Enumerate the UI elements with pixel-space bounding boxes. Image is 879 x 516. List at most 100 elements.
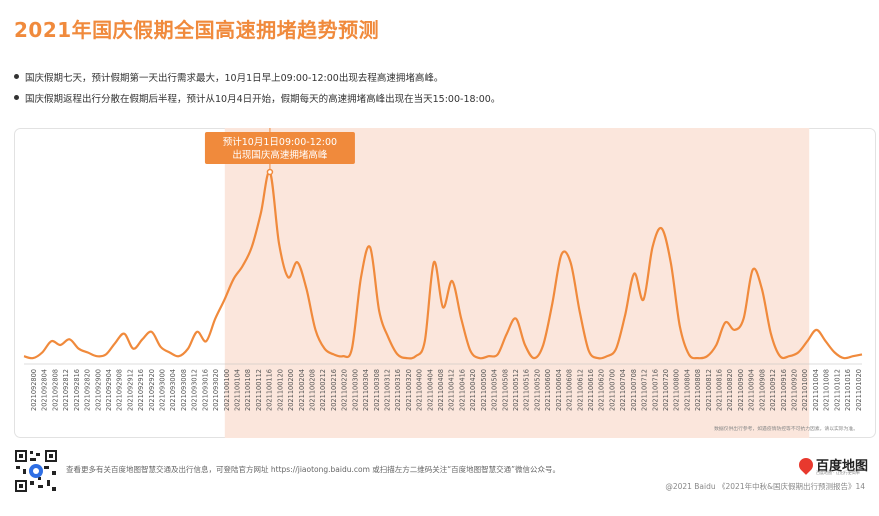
x-tick-label: 2021100304 [362,369,370,411]
brand-name: 百度地图 [816,459,869,474]
x-tick-label: 2021093016 [201,369,209,411]
bullet-item: 国庆假期返程出行分散在假期后半程，预计从10月4日开始，假期每天的高速拥堵高峰出… [14,87,500,108]
x-tick-label: 2021092804 [41,369,49,411]
x-tick-label: 2021100912 [769,369,777,411]
x-tick-label: 2021101020 [855,369,863,411]
x-tick-label: 2021100404 [426,369,434,411]
holiday-highlight-band [224,128,810,438]
x-tick-label: 2021100204 [298,369,306,411]
x-tick-label: 2021093012 [191,369,199,411]
x-tick-label: 2021100520 [533,369,541,411]
x-tick-label: 2021092812 [62,369,70,411]
x-tick-label: 2021092912 [126,369,134,411]
x-tick-label: 2021100104 [234,369,242,411]
x-tick-label: 2021100816 [716,369,724,411]
brand-logo: 百度地图 [796,454,869,475]
x-tick-label: 2021092908 [116,369,124,411]
x-tick-label: 2021100400 [416,369,424,411]
x-tick-label: 2021100708 [630,369,638,411]
x-tick-label: 2021101004 [812,369,820,411]
x-tick-label: 2021100608 [566,369,574,411]
x-tick-label: 2021100916 [780,369,788,411]
x-tick-label: 2021100700 [608,369,616,411]
x-tick-label: 2021100908 [758,369,766,411]
bullet-dot-icon [14,74,19,79]
x-tick-label: 2021093004 [169,369,177,411]
x-tick-label: 2021100804 [683,369,691,411]
x-tick-label: 2021100408 [437,369,445,411]
x-tick-label: 2021100312 [384,369,392,411]
x-tick-label: 2021092900 [94,369,102,411]
peak-callout-text: 出现国庆高速拥堵高峰 [232,149,328,161]
x-tick-label: 2021100320 [405,369,413,411]
x-tick-label: 2021100800 [673,369,681,411]
x-tick-label: 2021100220 [341,369,349,411]
peak-marker [266,168,274,176]
x-tick-label: 2021100616 [587,369,595,411]
congestion-series-line [23,170,863,360]
bullet-text: 国庆假期返程出行分散在假期后半程，预计从10月4日开始，假期每天的高速拥堵高峰出… [25,93,501,105]
x-tick-label: 2021100704 [619,369,627,411]
x-tick-label: 2021092904 [105,369,113,411]
x-tick-label: 2021100112 [255,369,263,411]
bullet-dot-icon [14,95,19,100]
x-tick-label: 2021100116 [266,369,274,411]
bullet-text: 国庆假期七天，预计假期第一天出行需求最大，10月1日早上09:00-12:00出… [25,72,444,84]
footer-text: 查看更多有关百度地图智慧交通及出行信息，可登陆官方网址 https://jiao… [66,465,561,474]
x-tick-label: 2021100512 [512,369,520,411]
x-tick-label: 2021100316 [394,369,402,411]
x-tick-label: 2021093020 [212,369,220,411]
x-tick-label: 2021100516 [523,369,531,411]
map-pin-icon [796,454,816,475]
congestion-chart: 预计10月1日09:00-12:00 出现国庆高速拥堵高峰 2021092800 20… [14,128,876,438]
peak-callout-text: 预计10月1日09:00-12:00 [223,136,337,148]
x-tick-label: 2021100108 [244,369,252,411]
peak-callout-box [204,132,355,164]
x-tick-label: 2021100100 [223,369,231,411]
x-tick-label: 2021101012 [833,369,841,411]
x-tick-label: 2021100812 [705,369,713,411]
x-tick-label: 2021100308 [373,369,381,411]
x-tick-label: 2021100200 [287,369,295,411]
x-tick-label: 2021100904 [748,369,756,411]
x-tick-label: 2021092916 [137,369,145,411]
x-tick-label: 2021100500 [480,369,488,411]
x-tick-label: 2021100612 [576,369,584,411]
page-title: 2021年国庆假期全国高速拥堵趋势预测 [14,18,380,42]
x-tick-label: 2021101000 [801,369,809,411]
x-tick-label: 2021100604 [555,369,563,411]
x-tick-label: 2021100216 [330,369,338,411]
x-tick-label: 2021092800 [30,369,38,411]
x-tick-label: 2021092820 [84,369,92,411]
x-tick-label: 2021093000 [159,369,167,411]
x-tick-label: 2021100720 [662,369,670,411]
x-tick-label: 2021100820 [726,369,734,411]
x-tick-label: 2021100300 [351,369,359,411]
summary-bullets: 国庆假期七天，预计假期第一天出行需求最大，10月1日早上09:00-12:00出… [14,66,500,108]
x-tick-label: 2021100420 [469,369,477,411]
x-tick-label: 2021100600 [544,369,552,411]
x-tick-label: 2021092920 [148,369,156,411]
x-tick-label: 2021100712 [641,369,649,411]
x-tick-label: 2021100900 [737,369,745,411]
x-tick-label: 2021101008 [823,369,831,411]
x-tick-label: 2021100716 [651,369,659,411]
x-tick-label: 2021093008 [180,369,188,411]
x-tick-label: 2021100808 [694,369,702,411]
bullet-item: 国庆假期七天，预计假期第一天出行需求最大，10月1日早上09:00-12:00出… [14,66,500,87]
copyright: @2021 Baidu 《2021年中秋&国庆假期出行预测报告》14 [665,482,865,491]
x-tick-label: 2021092808 [51,369,59,411]
chart-note: 数据仅供出行参考，如遇疫情防控等不可抗力因素，请以实际为准。 [714,425,858,432]
qr-code-icon [14,449,58,493]
x-tick-label: 2021100208 [309,369,317,411]
x-tick-label: 2021100620 [598,369,606,411]
x-tick-label: 2021092816 [73,369,81,411]
x-tick-label: 2021100120 [276,369,284,411]
x-tick-label: 2021100920 [791,369,799,411]
x-tick-label: 2021101016 [844,369,852,411]
x-tick-label: 2021100508 [501,369,509,411]
x-tick-label: 2021100416 [459,369,467,411]
brand-slogan: 百度地图 · 让出行更简单 [816,470,860,475]
x-tick-label: 2021100504 [491,369,499,411]
